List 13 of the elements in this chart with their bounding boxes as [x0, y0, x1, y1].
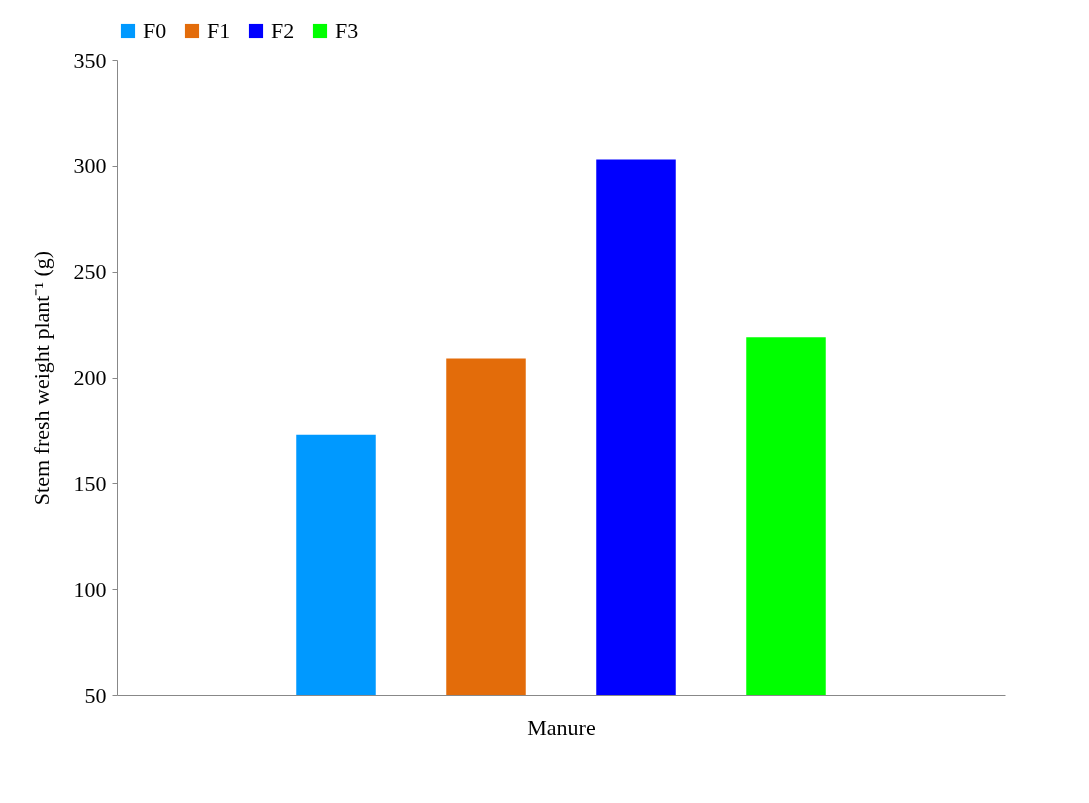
- legend-label: F2: [271, 18, 295, 43]
- y-tick-label: 300: [73, 153, 107, 179]
- y-tick-label: 50: [84, 682, 107, 708]
- y-tick-label: 350: [73, 47, 107, 73]
- y-axis-title: Stem fresh weight plant⁻¹ (g): [28, 250, 54, 506]
- legend-label: F3: [335, 18, 359, 43]
- y-tick-label: 200: [73, 365, 107, 390]
- legend-label: F1: [207, 18, 231, 43]
- x-axis-title: Manure: [527, 714, 596, 740]
- legend-label: F0: [143, 18, 167, 43]
- y-tick-label: 150: [73, 470, 107, 496]
- y-tick-label: 100: [73, 576, 107, 602]
- y-tick-label: 250: [73, 259, 107, 285]
